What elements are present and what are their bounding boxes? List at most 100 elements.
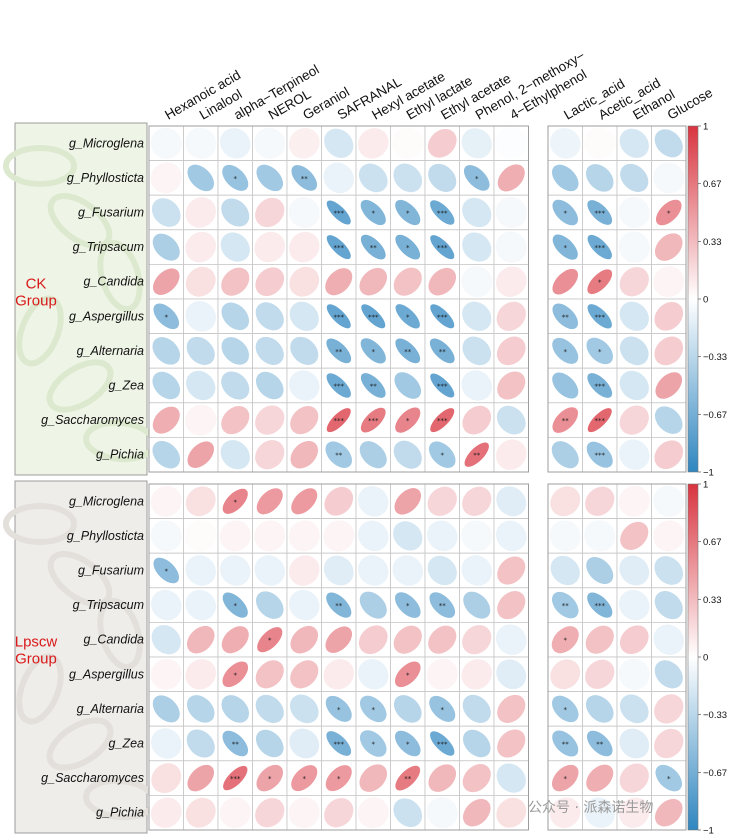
correlation-ellipse [549, 127, 581, 159]
correlation-ellipse [257, 627, 283, 653]
correlation-ellipse [360, 338, 386, 364]
correlation-ellipse [585, 486, 615, 516]
decor-swirl [46, 717, 114, 771]
correlation-ellipse [360, 373, 386, 398]
correlation-ellipse [288, 196, 320, 229]
correlation-ellipse [290, 406, 319, 435]
correlation-ellipse [619, 728, 650, 759]
correlation-ellipse [587, 200, 613, 225]
row-label: g_Fusarium [78, 564, 144, 578]
correlation-ellipse [151, 763, 182, 794]
correlation-ellipse [620, 521, 649, 550]
correlation-ellipse [153, 557, 180, 584]
correlation-ellipse [393, 695, 422, 723]
column-label: Glucose [665, 85, 715, 123]
decor-swirl [16, 653, 64, 725]
correlation-ellipse [585, 625, 614, 654]
row-label: g_Alternaria [77, 344, 144, 358]
colorbars: 10.670.330−0.33−0.67−110.670.330−0.33−0.… [687, 122, 727, 837]
correlation-ellipse [463, 165, 490, 191]
correlation-ellipse [461, 370, 492, 401]
significance-mark: * [234, 498, 238, 506]
correlation-ellipse [462, 625, 492, 655]
correlation-ellipse [552, 303, 579, 330]
significance-mark: * [372, 706, 376, 714]
correlation-ellipse [186, 336, 215, 365]
correlation-ellipse [289, 301, 319, 331]
correlation-ellipse [552, 234, 578, 260]
correlation-ellipse [430, 373, 455, 398]
correlation-ellipse [586, 764, 614, 792]
row-label: g_Microglena [69, 136, 144, 150]
correlation-ellipse [152, 233, 180, 261]
correlation-ellipse [619, 555, 650, 586]
correlation-ellipse [185, 486, 216, 517]
significance-mark: * [337, 706, 341, 714]
correlation-ellipse [464, 442, 489, 467]
correlation-ellipse [393, 440, 422, 469]
correlation-ellipse [152, 371, 181, 400]
correlation-ellipse [256, 488, 283, 515]
correlation-ellipse [653, 162, 685, 194]
correlation-ellipse [654, 591, 683, 620]
correlation-ellipse [619, 439, 650, 470]
correlation-ellipse [584, 127, 616, 160]
heatmap-cell [459, 436, 495, 473]
correlation-ellipse [550, 659, 581, 690]
correlation-ellipse [497, 164, 525, 192]
significance-mark: * [406, 741, 410, 749]
correlation-ellipse [326, 338, 352, 364]
correlation-ellipse [255, 729, 284, 758]
correlation-ellipse [220, 555, 251, 586]
correlation-ellipse [619, 589, 650, 621]
row-label: g_Alternaria [77, 702, 144, 716]
colorbar-tick-label: −1 [703, 468, 714, 479]
correlation-ellipse [185, 197, 216, 228]
correlation-ellipse [395, 407, 421, 433]
significance-mark: ** [404, 775, 412, 783]
significance-mark: * [441, 452, 445, 460]
significance-mark: ** [232, 741, 240, 749]
correlation-ellipse [496, 301, 526, 331]
correlation-ellipse [428, 625, 457, 654]
correlation-ellipse [550, 555, 580, 586]
correlation-ellipse [551, 764, 579, 792]
decor-swirl [47, 192, 113, 250]
correlation-ellipse [290, 625, 319, 654]
correlation-ellipse [429, 592, 456, 618]
correlation-ellipse [187, 164, 215, 192]
correlation-ellipse [221, 302, 250, 331]
correlation-ellipse [654, 694, 684, 724]
correlation-ellipse [325, 626, 353, 653]
colorbar-tick-label: −1 [703, 826, 714, 837]
correlation-ellipse [654, 798, 683, 827]
correlation-ellipse [150, 162, 182, 194]
significance-mark: ** [335, 602, 343, 610]
significance-mark: * [406, 210, 410, 218]
correlation-ellipse [587, 234, 612, 260]
panel-frame [547, 483, 687, 831]
correlation-ellipse [152, 406, 180, 434]
correlation-ellipse [358, 659, 389, 690]
significance-mark: * [564, 244, 568, 252]
correlation-ellipse [185, 520, 217, 552]
decor-swirl [46, 359, 114, 413]
correlation-ellipse [254, 520, 286, 552]
correlation-ellipse [153, 303, 180, 330]
colorbar-tick-label: 0 [703, 295, 708, 306]
correlation-ellipse [255, 694, 284, 723]
correlation-ellipse [221, 337, 250, 365]
correlation-ellipse [462, 764, 491, 793]
significance-mark: ** [562, 602, 570, 610]
panel-frame [148, 483, 529, 831]
significance-mark: ** [404, 348, 412, 356]
correlation-ellipse [150, 658, 182, 690]
correlation-ellipse [619, 336, 649, 366]
correlation-ellipse [221, 406, 250, 435]
significance-mark: *** [437, 210, 448, 218]
correlation-ellipse [290, 660, 319, 689]
correlation-ellipse [288, 520, 320, 552]
row-label: g_Aspergillus [69, 667, 144, 681]
correlation-ellipse [428, 163, 457, 192]
correlation-ellipse [219, 797, 251, 829]
